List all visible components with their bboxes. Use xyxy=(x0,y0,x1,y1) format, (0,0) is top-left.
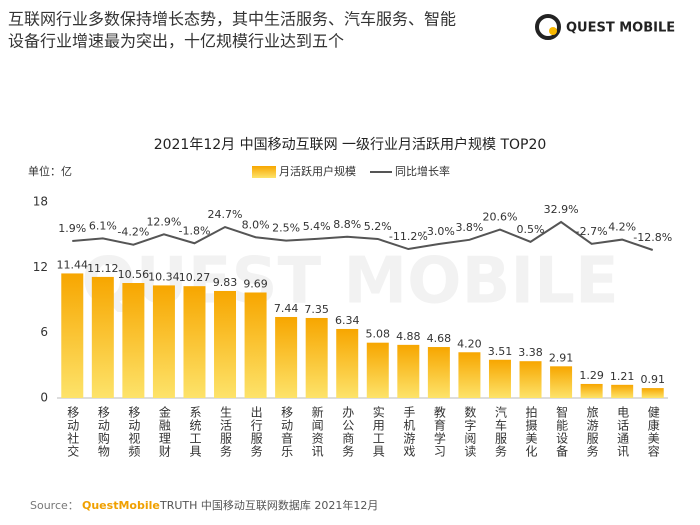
x-tick-label: 教育学习 xyxy=(432,405,446,458)
bar xyxy=(427,347,450,398)
x-tick-label: 移动视频 xyxy=(127,406,141,458)
logo-icon-dot xyxy=(549,27,557,35)
line-value-label: 12.9% xyxy=(146,215,181,228)
bar xyxy=(183,286,206,398)
bar xyxy=(550,366,573,398)
x-tick-label: 实用工具 xyxy=(371,405,385,458)
x-tick-label: 电话通讯 xyxy=(616,406,630,458)
bar-value-label: 7.35 xyxy=(304,303,329,316)
line-value-label: 8.8% xyxy=(333,218,361,231)
x-tick-label: 手机游戏 xyxy=(402,406,416,458)
bar xyxy=(519,361,542,398)
legend-label: 同比增长率 xyxy=(395,164,450,178)
bar-value-label: 1.21 xyxy=(610,370,635,383)
x-tick-label: 汽车服务 xyxy=(493,405,507,458)
bar xyxy=(611,384,634,398)
bar xyxy=(152,285,175,398)
x-tick-label: 数字阅读 xyxy=(463,405,477,458)
line-value-label: 1.9% xyxy=(58,222,86,235)
line-value-label: 2.5% xyxy=(272,222,300,235)
headline: 互联网行业多数保持增长态势，其中生活服务、汽车服务、智能 xyxy=(8,10,456,29)
bar-value-label: 7.44 xyxy=(274,302,299,315)
bar xyxy=(458,352,481,398)
bar-value-label: 4.20 xyxy=(457,337,482,350)
line-value-label: 5.4% xyxy=(303,220,331,233)
x-tick-label: 金融理财 xyxy=(157,405,171,458)
x-tick-label: 办公商务 xyxy=(341,405,355,458)
line-value-label: 6.1% xyxy=(89,219,117,232)
bar-value-label: 10.56 xyxy=(118,268,150,281)
bar-value-label: 5.08 xyxy=(366,328,391,341)
bar xyxy=(580,383,603,398)
bar xyxy=(91,276,114,398)
legend-label: 月活跃用户规模 xyxy=(279,164,356,178)
line-value-label: 20.6% xyxy=(482,211,517,224)
x-tick-label: 旅游服务 xyxy=(585,406,599,458)
bar xyxy=(305,317,328,398)
line-value-label: 8.0% xyxy=(242,218,270,231)
line-value-label: 5.2% xyxy=(364,220,392,233)
line-value-label: -12.8% xyxy=(633,231,672,244)
y-tick-label: 18 xyxy=(33,195,48,209)
source-text: TRUTH 中国移动互联网数据库 2021年12月 xyxy=(159,498,378,512)
logo: QUEST MOBILE xyxy=(566,21,675,36)
bar-value-label: 3.38 xyxy=(518,346,543,359)
bar-value-label: 9.83 xyxy=(213,276,238,289)
bar xyxy=(214,290,237,398)
line-value-label: -3.0% xyxy=(423,225,455,238)
bar-value-label: 3.51 xyxy=(488,345,513,358)
y-tick-label: 12 xyxy=(33,260,48,274)
legend-swatch xyxy=(252,166,276,178)
bar-value-label: 2.91 xyxy=(549,351,574,364)
source-label: Source： xyxy=(30,499,79,512)
bar xyxy=(275,316,298,398)
x-tick-label: 新闻资讯 xyxy=(310,405,324,458)
bar-value-label: 0.91 xyxy=(640,373,665,386)
line-value-label: -11.2% xyxy=(389,230,428,243)
bar-value-label: 4.88 xyxy=(396,330,421,343)
bar xyxy=(397,344,420,398)
line-value-label: -1.8% xyxy=(179,224,211,237)
bar xyxy=(122,283,145,398)
bar-value-label: 10.34 xyxy=(148,270,180,283)
chart-title: 2021年12月 中国移动互联网 一级行业月活跃用户规模 TOP20 xyxy=(154,136,547,153)
unit-label: 单位：亿 xyxy=(28,164,72,178)
bar xyxy=(244,292,267,398)
line-value-label: 24.7% xyxy=(208,208,243,221)
bar xyxy=(641,388,664,398)
bar-value-label: 11.44 xyxy=(57,258,89,271)
bar-value-label: 6.34 xyxy=(335,314,360,327)
source-brand: QuestMobile xyxy=(82,499,160,512)
y-tick-label: 0 xyxy=(40,391,48,405)
bar-value-label: 9.69 xyxy=(243,277,268,290)
y-tick-label: 6 xyxy=(40,325,48,339)
x-tick-label: 移动社交 xyxy=(66,406,80,458)
bar-value-label: 1.29 xyxy=(579,369,604,382)
bar xyxy=(336,328,359,398)
x-tick-label: 生活服务 xyxy=(219,406,233,458)
growth-line xyxy=(72,220,654,251)
bar-value-label: 10.27 xyxy=(179,271,211,284)
bar-value-label: 4.68 xyxy=(427,332,452,345)
bar-value-label: 11.12 xyxy=(87,262,119,275)
line-value-label: 3.8% xyxy=(455,221,483,234)
line-value-label: 0.5% xyxy=(517,223,545,236)
line-value-label: -2.7% xyxy=(576,225,608,238)
bar xyxy=(366,342,389,398)
bar xyxy=(488,359,511,398)
line-value-label: -4.2% xyxy=(117,226,149,239)
logo-icon xyxy=(535,14,561,40)
x-tick-label: 智能设备 xyxy=(555,405,569,458)
x-tick-label: 移动音乐 xyxy=(280,406,294,458)
x-tick-label: 拍摄美化 xyxy=(524,405,538,458)
x-tick-label: 移动购物 xyxy=(96,406,110,458)
x-tick-label: 出行服务 xyxy=(249,406,263,458)
line-value-label: 4.2% xyxy=(608,221,636,234)
x-tick-label: 系统工具 xyxy=(188,406,202,458)
line-value-label: 32.9% xyxy=(544,203,579,216)
x-tick-label: 健康美容 xyxy=(646,406,660,458)
headline: 设备行业增速最为突出，十亿规模行业达到五个 xyxy=(8,32,344,51)
bar xyxy=(61,273,84,398)
